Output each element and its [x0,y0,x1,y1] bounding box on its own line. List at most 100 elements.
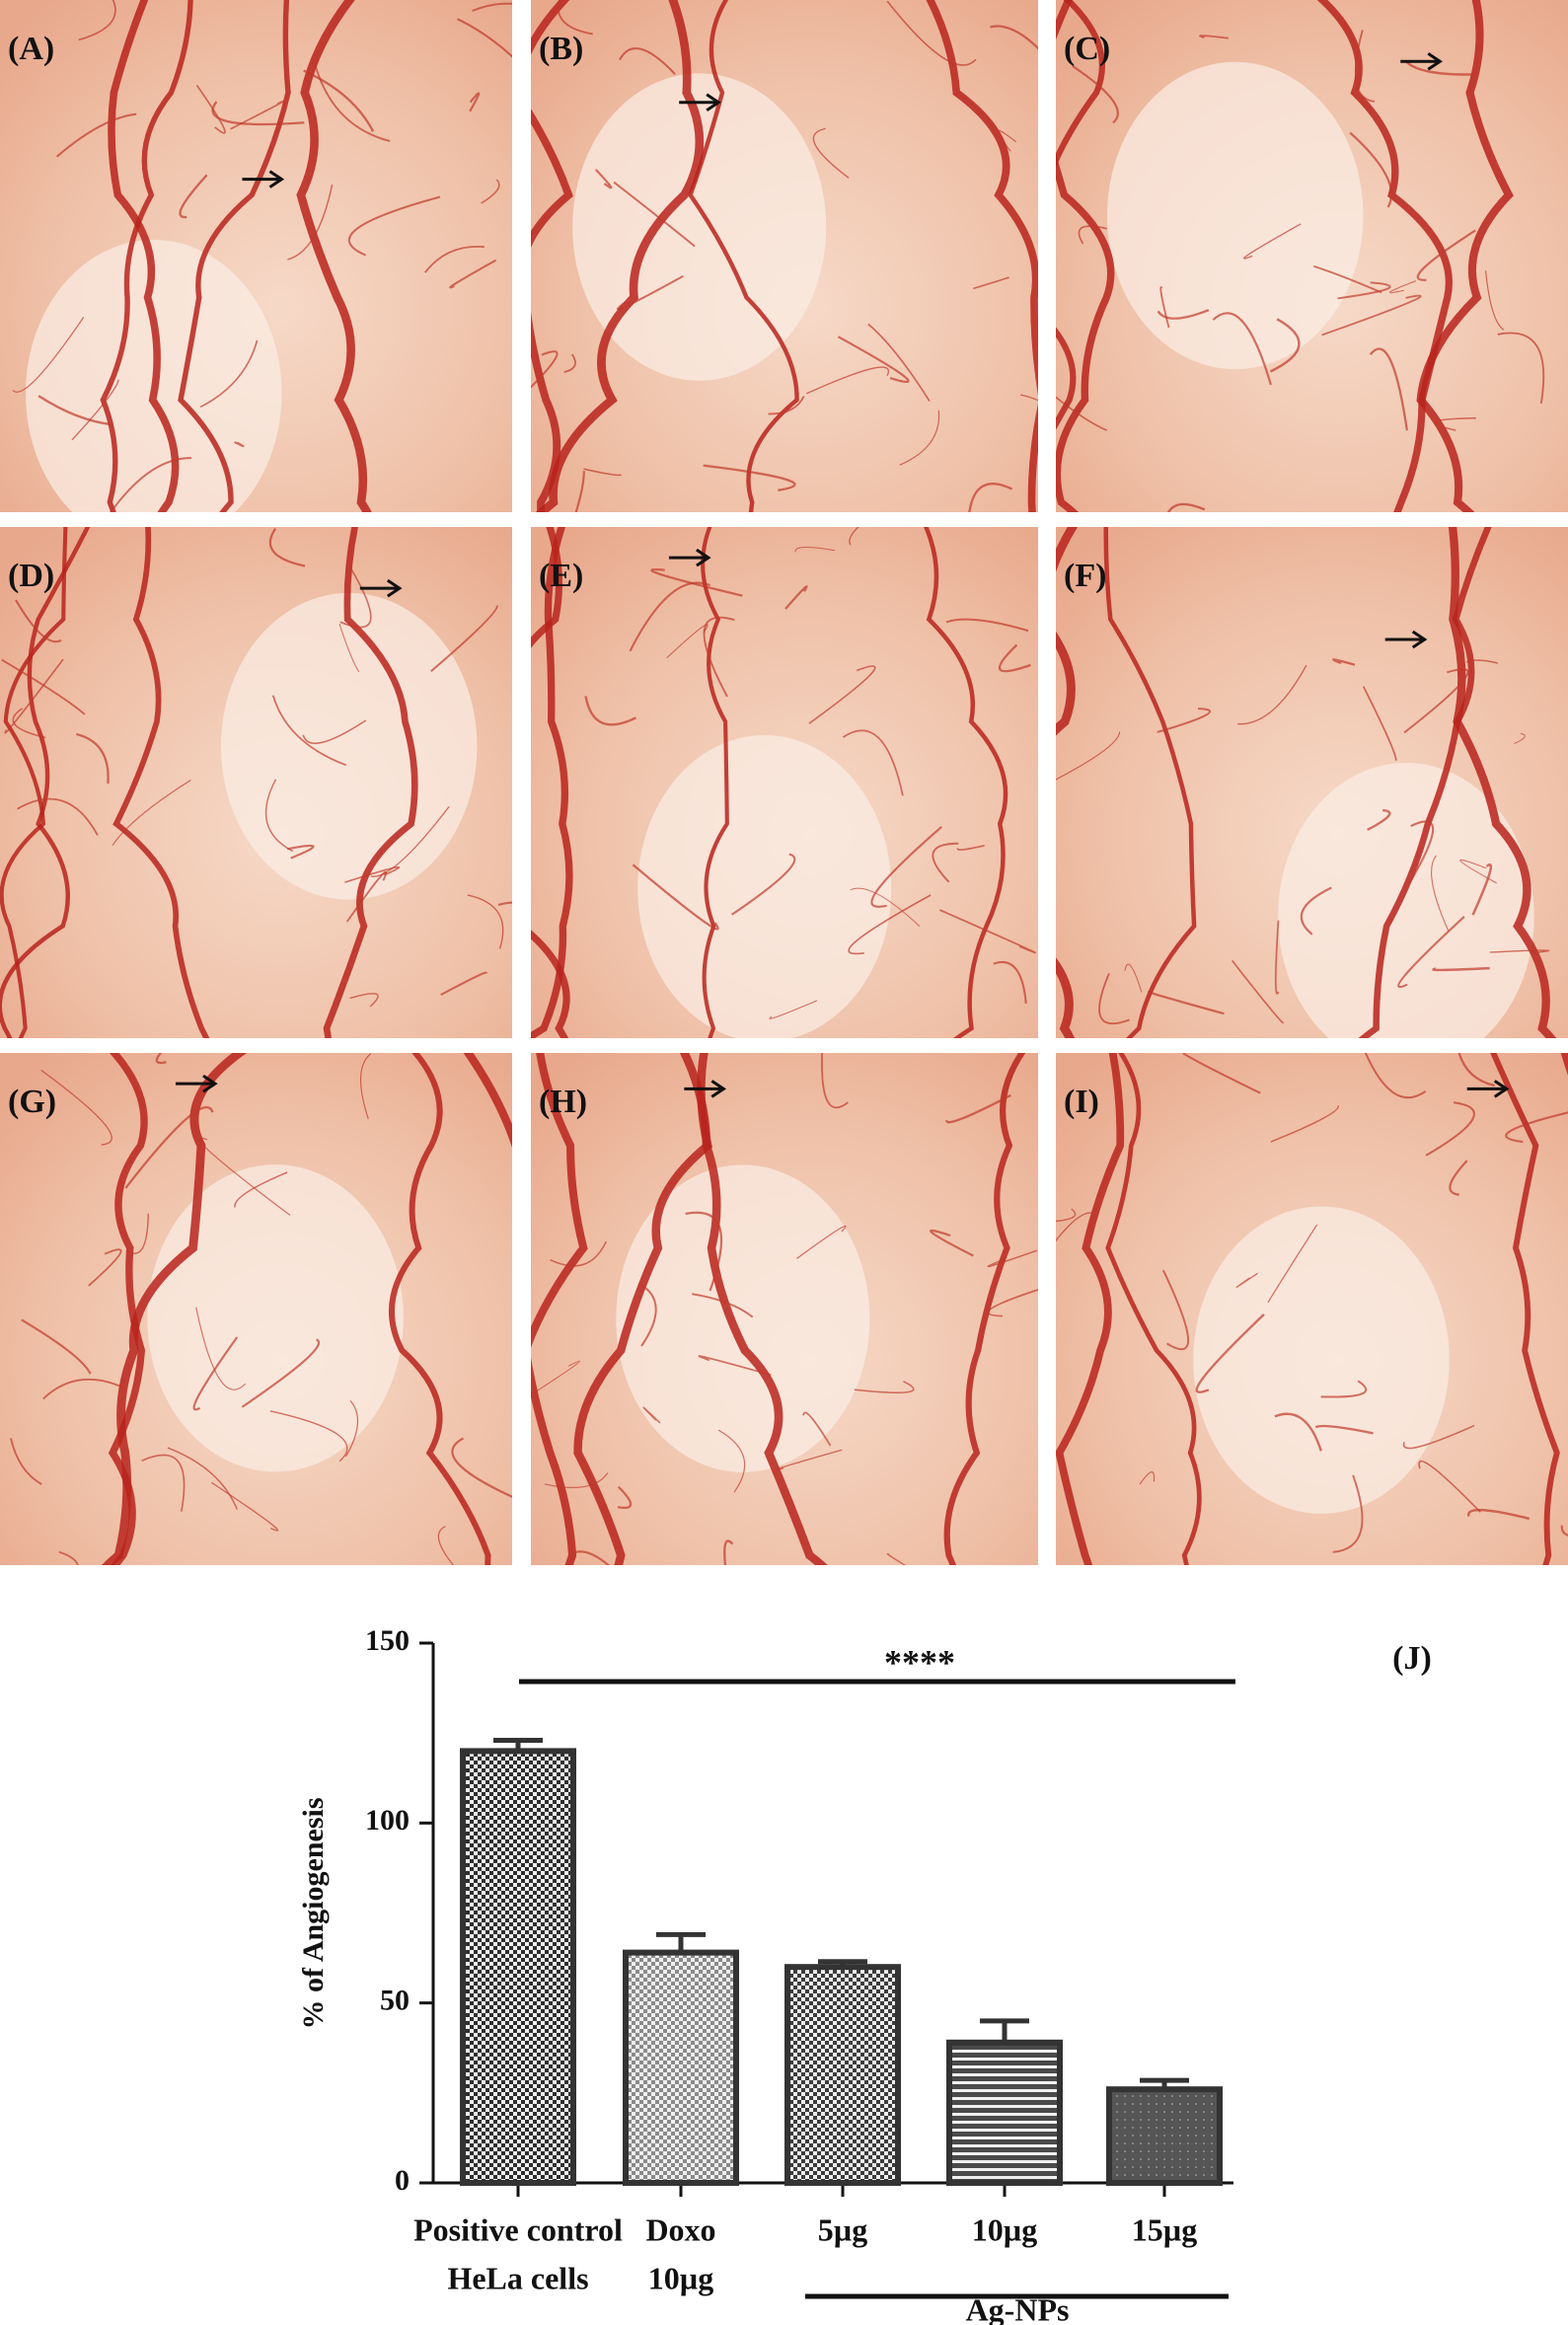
capillary [1056,396,1107,431]
capillary [987,1249,1038,1268]
x-tick-label: 10µg [648,2260,713,2295]
capillary [211,101,305,126]
tissue-glow [637,735,892,1038]
capillary [1484,270,1505,331]
capillary [717,1429,746,1493]
capillary [1416,229,1476,281]
bar [1106,2086,1223,2187]
capillary [1349,131,1393,208]
significance: **** [884,1642,955,1682]
capillary [544,1472,609,1488]
capillary [796,1225,847,1259]
capillary [1362,686,1397,761]
capillary [1514,732,1526,745]
bar [460,1748,576,2187]
vessel [296,0,372,512]
bar-chart: 0 50 100 150 % of Angiogenesis Positive contr… [297,1624,1432,2325]
capillary [973,276,1009,290]
capillary [666,624,709,659]
photo [531,527,1038,1038]
arrow [359,578,403,598]
capillary [497,901,512,906]
capillary [1157,708,1211,733]
bar [784,1964,901,2186]
vessel [531,1053,588,1565]
capillary [685,1211,723,1292]
capillary [557,0,593,36]
capillary [945,618,1029,633]
group-label: Ag-NPs [966,2291,1070,2325]
capillary [1270,1105,1339,1143]
tissue-glow [147,1164,404,1472]
capillary [269,1410,348,1462]
capillary [987,1289,1038,1317]
photo-panel: (B) [531,0,1038,512]
capillary [932,842,959,883]
capillary [1078,225,1107,245]
vessel [1056,0,1105,430]
capillary [784,585,808,610]
vessel [100,0,193,512]
capillary [899,410,940,466]
capillary [848,894,932,955]
capillary [731,853,796,916]
y-tick-label: 0 [395,2164,410,2197]
capillary [768,396,805,415]
capillary [886,1553,907,1565]
vessel [1358,527,1492,1038]
capillary [88,1248,122,1287]
capillary [1,658,86,715]
capillary [4,658,64,734]
capillary [1274,1412,1322,1452]
capillary [12,317,85,393]
capillary [234,1171,288,1208]
capillary [1354,30,1376,103]
capillary [42,1378,126,1400]
capillary [886,0,977,66]
capillary [210,1481,279,1532]
capillary [313,61,391,142]
panel-label: (A) [8,31,54,67]
vessel [531,0,573,512]
capillary [179,174,208,219]
photo [531,1053,1038,1565]
capillary [1269,318,1301,373]
vessel [923,527,1008,1038]
capillary [698,1355,772,1377]
tissue-glow [220,592,478,900]
arrow [668,548,711,567]
capillary [703,464,796,491]
vessel [531,527,573,1038]
capillary [1489,949,1550,954]
capillary [1389,280,1417,294]
capillary [629,581,711,652]
capillary [1408,820,1435,883]
capillary [1159,286,1170,329]
panel-label: (G) [8,1084,56,1120]
capillary [794,547,835,553]
capillary [802,1411,832,1447]
x-tick-label: Positive control [413,2212,623,2247]
capillary [1434,416,1476,431]
capillary [430,605,498,673]
vessel [108,0,180,512]
capillary [1312,264,1382,294]
capillary [1432,966,1490,972]
capillary [141,1454,186,1512]
capillary [12,708,46,739]
capillary [268,527,306,567]
vessel [679,1053,828,1565]
capillary [1459,859,1497,884]
panel-label: (B) [539,31,583,67]
capillary [1397,916,1465,989]
capillary [449,259,497,289]
capillary [650,568,743,597]
capillary [956,845,985,851]
capillary [1497,332,1545,405]
vessel [1056,0,1115,512]
capillary [1402,1424,1475,1450]
capillary [569,1550,611,1565]
capillary [1267,1224,1318,1304]
y-tick-label: 50 [380,1985,410,2017]
capillary [574,471,585,512]
